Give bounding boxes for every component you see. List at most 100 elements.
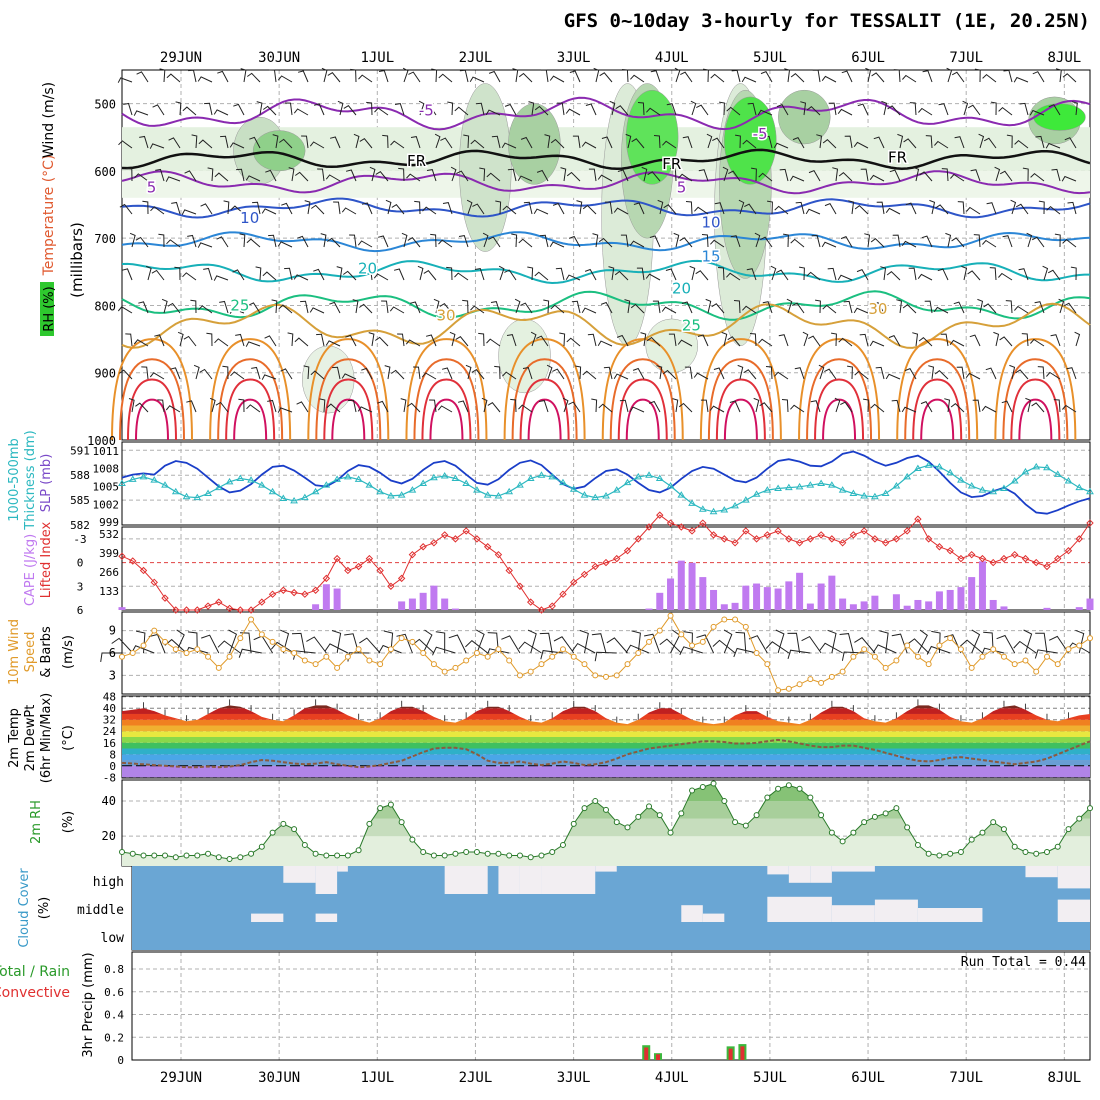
thickness-point [1086,487,1094,495]
lifted-index-point [1032,558,1040,567]
upper-wind-barb [608,266,615,281]
cape-bar [677,560,685,610]
upper-wind-barb [149,143,165,149]
upper-wind-barb [598,403,613,413]
upper-wind-barb [794,367,805,380]
thickness-point [161,481,169,488]
cape-tick-label: 133 [99,585,119,598]
upper-wind-barb [721,331,728,347]
upper-wind-barb [650,70,661,83]
thickness-point [957,476,965,483]
wind-speed-point [334,664,341,671]
upper-wind-barb [843,300,853,314]
upper-wind-barb [400,398,407,413]
temp-color-band [122,742,1090,749]
upper-wind-barb [1031,402,1045,413]
temp-units-axis-label: (°C) [61,725,76,751]
bottom-date-label: 4JUL [655,1070,689,1086]
upper-wind-barb [566,337,581,347]
temperature-contour [121,197,1091,219]
upper-wind-barb [462,299,469,314]
temp-color-band [122,725,1090,732]
upper-wind-barb [438,239,453,248]
upper-wind-barb [177,331,184,347]
wind-speed-point [151,627,158,634]
rh-point [979,829,986,836]
rh-point [420,848,427,855]
upper-wind-barb [588,168,597,182]
upper-wind-barb [778,334,789,347]
rh-point [441,852,448,859]
upper-wind-barb [343,270,357,281]
cape-bar [656,592,664,610]
upper-wind-barb [614,270,629,281]
upper-wind-barb [646,107,661,116]
rh-point [656,812,663,819]
upper-wind-barb [1054,233,1061,248]
upper-wind-barb [799,266,805,281]
upper-wind-barb [848,200,855,215]
lifted-index-point [731,539,739,547]
wind-speed-point [807,676,814,683]
slp-tick-label: 1011 [93,445,120,458]
li-tick-label: 3 [77,580,84,593]
rh-point [387,801,394,808]
upper-wind-barb [502,371,517,380]
upper-wind-barb [1051,168,1061,182]
upper-wind-barb [454,106,469,116]
boundary-temperature-contour [233,398,268,441]
upper-wind-barb [719,101,725,116]
upper-wind-barb [263,105,277,116]
rh-point [732,819,739,826]
wind-speed-point [301,657,308,664]
boundary-temperature-contour [1018,398,1053,441]
lifted-index-point [634,535,642,543]
thickness-axis-label: 1000-500mb [7,438,22,522]
wind10m-barb [501,635,521,654]
lifted-index-point [419,543,427,551]
temperature-contour [121,259,1090,285]
wind-speed-point [538,661,545,668]
high-cloud-block [810,866,832,883]
rh-point [1065,826,1072,833]
thickness-point [279,494,288,501]
upper-wind-barb [506,334,517,347]
upper-wind-barb [974,68,981,83]
upper-wind-barb [957,201,965,215]
upper-wind-barb [969,334,981,347]
cloud-level-label: low [101,931,125,946]
lifted-index-point [892,535,901,543]
upper-wind-barb [722,166,729,182]
upper-wind-barb [762,301,773,314]
upper-wind-barb [1031,236,1045,248]
upper-wind-barb [604,201,613,215]
lifted-index-point [1064,547,1073,555]
upper-wind-barb [361,202,373,215]
upper-wind-barb [1061,175,1077,182]
rh-tick-label: 40 [102,794,116,808]
high-cloud-block [541,866,596,894]
upper-wind-barb [317,168,325,182]
wind10m-barb [111,637,134,654]
wind10m-barb [217,640,241,654]
precip-tick-label: 0.4 [104,1009,124,1022]
rh-point [957,848,964,855]
upper-wind-barb [1015,203,1029,215]
thickness-point [440,472,449,479]
thickness-point [849,489,858,496]
upper-wind-barb [901,240,917,248]
rh-point [850,829,857,836]
thickness-point [795,482,804,490]
lifted-index-point [268,590,277,598]
upper-wind-barb [698,169,709,182]
upper-wind-barb [887,105,901,116]
top-date-label: 30JUN [258,50,300,66]
upper-wind-barb [834,397,841,413]
slp-tick-label: 1008 [93,463,120,476]
upper-wind-barb [426,169,437,182]
wind-units-axis-label: (m/s) [61,635,76,669]
lifted-index-point [602,558,610,567]
rh-contour-blob [498,318,551,394]
cape-bar [688,562,696,610]
thickness-point [236,474,245,482]
